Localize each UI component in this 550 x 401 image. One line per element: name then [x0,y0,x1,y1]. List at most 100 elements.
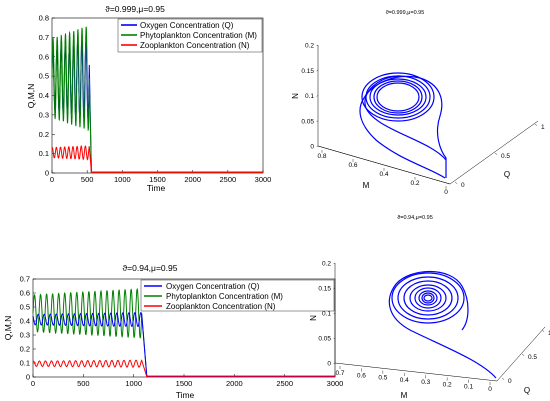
chart-1-title: ϑ=0.999,μ=0.95 [105,4,165,14]
chart-4-mtick-label: 0 [488,386,492,393]
chart-2-zlabel: Q [504,170,510,179]
chart-3-ytick-label: 0.3 [20,331,30,340]
chart-3-ytick-label: 0.6 [20,289,30,298]
chart-1: ϑ=0.999,μ=0.95 0 0.1 0.2 0.3 0.4 0.5 0.6 0.7 0.8… [26,4,271,193]
legend-label-oxygen: Oxygen Concentration (Q) [140,21,234,30]
chart-1-xtick-label: 1000 [114,175,131,184]
chart-1-ytick-label: 0.1 [39,149,49,158]
series-zooplankton-line [51,144,263,174]
chart-3-ytick-label: 0.5 [20,303,30,312]
chart-2-ntick-label: 0.2 [305,43,314,50]
chart-1-ytick-label: 0.7 [39,33,49,42]
chart-2-ntick-label: 0.15 [301,68,314,75]
chart-4-mtick-label: 0.6 [357,372,366,379]
chart-4-mtick-label: 0.7 [335,370,344,377]
trajectory-transient [359,75,447,179]
chart-3-xtick-label: 3000 [327,379,344,388]
chart-2-trajectory [359,72,447,179]
chart-3-xtick-label: 1000 [125,379,142,388]
chart-2-qtick-label: 0.5 [501,153,510,160]
chart-2-qtick-label: 0 [461,182,465,189]
chart-4-qtick-label: 0.5 [528,354,537,361]
legend-label-phytoplankton: Phytoplankton Concentration (M) [140,31,257,40]
chart-3-ytick-label: 0.1 [20,359,30,368]
chart-1-ytick-label: 0.8 [39,14,49,23]
chart-1-ytick-label: 0 [45,169,49,178]
chart-4-ntick-label: 0.1 [322,311,331,318]
chart-2-mtick-label: 0.4 [379,171,388,178]
series-phytoplankton-line [32,287,335,377]
legend-label-phytoplankton: Phytoplankton Concentration (M) [166,292,283,301]
chart-4-zlabel: Q [524,386,530,395]
chart-2-ylabel: N [291,93,300,99]
chart-1-ytick-label: 0.5 [39,72,49,81]
chart-3-xtick-label: 2500 [276,379,293,388]
chart-1-series [51,26,263,174]
chart-4-qtick-label: 0 [508,378,512,385]
chart-4-trajectory [388,270,497,379]
chart-4-title: ϑ=0.94,μ=0.95 [397,215,433,221]
chart-4-ylabel: N [309,315,318,321]
chart-4-mtick-label: 0.1 [464,384,473,391]
trajectory-spiral [391,272,465,324]
chart-2-ntick-label: 0 [310,144,314,151]
chart-2-mtick-label: 0.6 [348,162,357,169]
chart-3-ytick-label: 0.2 [20,345,30,354]
chart-4-mtick-label: 0.2 [443,381,452,388]
series-phytoplankton-line [51,26,263,173]
chart-1-xtick-label: 2500 [219,175,236,184]
trajectory-transient [388,270,497,379]
chart-3-xtick-label: 0 [31,379,35,388]
chart-3: ϑ=0.94,μ=0.95 0 0.1 0.2 0.3 0.4 0.5 0.6 0.7 0 50… [3,263,343,400]
chart-2-mtick-label: 0.8 [317,153,326,160]
chart-3-legend: Oxygen Concentration (Q) Phytoplankton C… [140,279,335,312]
chart-1-xtick-label: 1500 [149,175,166,184]
chart-1-ytick-label: 0.4 [39,91,49,100]
chart-1-ytick-label: 0.6 [39,52,49,61]
chart-4-qtick-label: 1 [548,330,550,337]
chart-4-mtick-label: 0.5 [378,375,387,382]
chart-3-ytick-label: 0.4 [20,317,30,326]
chart-1-ylabel: Q,M,N [26,84,36,109]
chart-4: ϑ=0.94,μ=0.95 0.2 0.15 0.1 0.05 0 0.7 0.6 0.5 0… [309,215,550,400]
chart-4-xlabel: M [401,391,408,400]
legend-label-zooplankton: Zooplankton Concentration (N) [140,41,250,50]
chart-2-qtick-label: 1 [541,124,545,131]
trajectory-transient-inner [364,75,447,161]
legend-label-oxygen: Oxygen Concentration (Q) [166,282,260,291]
chart-1-xtick-label: 0 [50,175,54,184]
chart-3-title: ϑ=0.94,μ=0.95 [123,263,178,273]
chart-3-series [32,287,335,378]
trajectory-loops [361,72,435,122]
legend-label-zooplankton: Zooplankton Concentration (N) [166,302,276,311]
chart-4-ntick-label: 0.15 [318,286,331,293]
chart-4-mtick-label: 0.3 [421,379,430,386]
chart-2: ϑ=0.999,μ=0.95 0.2 0.15 0.1 0.05 0 0.8 0.6 0.4… [291,10,545,196]
chart-2-mtick-label: 0.2 [410,180,419,187]
chart-3-ylabel: Q,M,N [3,316,13,341]
chart-1-ytick-label: 0.2 [39,130,49,139]
chart-2-ntick-label: 0.05 [301,118,314,125]
chart-4-mtick-label: 0.4 [400,377,409,384]
chart-1-ytick-label: 0.3 [39,110,49,119]
chart-4-ntick-label: 0.05 [318,336,331,343]
chart-1-xtick-label: 500 [81,175,94,184]
chart-2-title: ϑ=0.999,μ=0.95 [386,10,425,16]
series-oxygen-line [32,311,335,377]
chart-2-mtick-label: 0 [444,189,448,196]
chart-1-xlabel: Time [147,183,166,193]
chart-2-ntick-label: 0.1 [305,93,314,100]
chart-3-xtick-label: 2000 [226,379,243,388]
series-zooplankton-line [32,359,335,378]
chart-1-legend: Oxygen Concentration (Q) Phytoplankton C… [117,18,263,53]
chart-3-xtick-label: 500 [77,379,90,388]
chart-4-ntick-label: 0 [327,361,331,368]
chart-3-xtick-label: 1500 [176,379,193,388]
chart-3-ytick-label: 0 [26,373,30,382]
chart-4-ntick-label: 0.2 [322,261,331,268]
chart-1-xtick-label: 2000 [184,175,201,184]
chart-1-xtick-label: 3000 [255,175,272,184]
chart-3-xlabel: Time [176,390,195,400]
chart-2-xlabel: M [363,181,370,190]
